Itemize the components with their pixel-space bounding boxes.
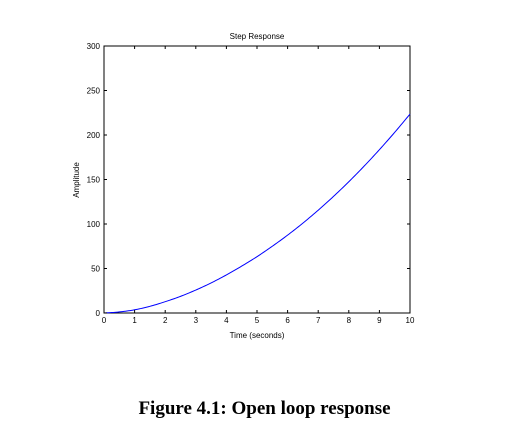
x-tick-label: 1 xyxy=(132,316,137,325)
y-tick-label: 200 xyxy=(87,131,101,140)
series-line xyxy=(103,113,411,314)
axes-box xyxy=(103,45,411,314)
x-tick-label: 5 xyxy=(255,316,260,325)
x-tick-label: 2 xyxy=(163,316,168,325)
x-tick-label: 4 xyxy=(224,316,229,325)
y-tick-label: 300 xyxy=(87,42,101,51)
y-tick-label: 100 xyxy=(87,220,101,229)
x-axis-ticks: 0 1 2 3 4 5 6 7 8 9 10 xyxy=(102,46,415,325)
x-tick-label: 9 xyxy=(377,316,382,325)
x-tick-label: 10 xyxy=(406,316,415,325)
chart-title: Step Response xyxy=(230,32,285,41)
x-tick-label: 7 xyxy=(316,316,321,325)
y-tick-label: 150 xyxy=(87,176,101,185)
x-tick-label: 0 xyxy=(102,316,107,325)
plot-area xyxy=(103,45,411,314)
x-axis-label: Time (seconds) xyxy=(230,331,285,340)
x-tick-label: 8 xyxy=(347,316,352,325)
y-tick-label: 250 xyxy=(87,87,101,96)
figure-caption: Figure 4.1: Open loop response xyxy=(138,398,391,419)
y-axis-label: Amplitude xyxy=(72,162,81,198)
y-tick-label: 50 xyxy=(91,265,100,274)
x-tick-label: 6 xyxy=(285,316,290,325)
y-axis-ticks: 0 50 100 150 200 250 300 xyxy=(87,42,410,318)
y-tick-label: 0 xyxy=(96,309,101,318)
x-tick-label: 3 xyxy=(194,316,199,325)
